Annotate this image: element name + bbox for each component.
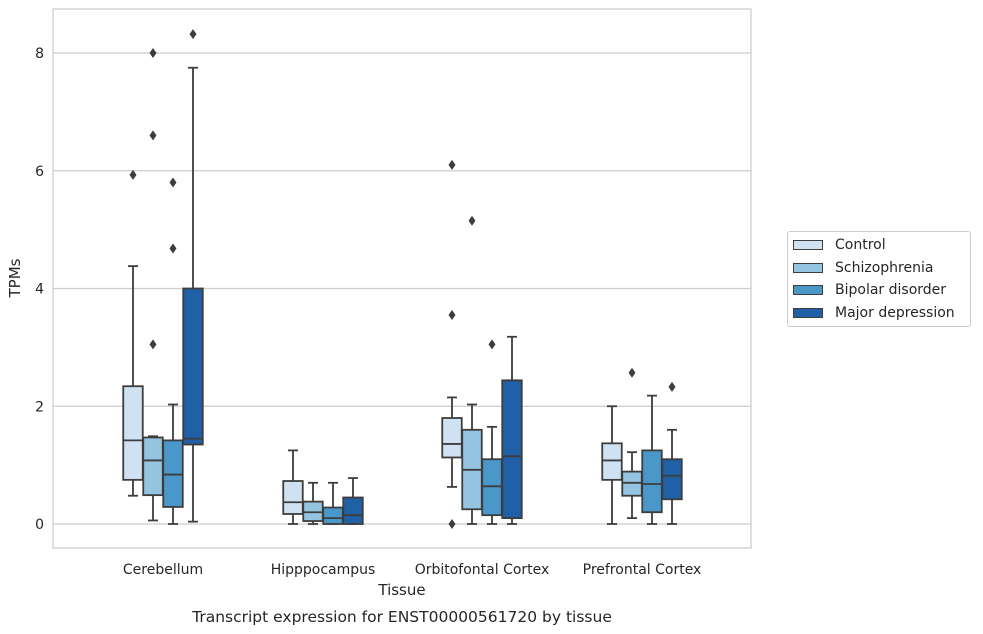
box-schizophrenia bbox=[302, 481, 324, 525]
box-schizophrenia bbox=[461, 215, 483, 525]
x-tick-label: Hipppocampus bbox=[271, 562, 376, 578]
legend-swatch-bipolar-disorder bbox=[793, 285, 823, 295]
box-control bbox=[601, 405, 623, 525]
box-major-depression bbox=[501, 335, 523, 525]
box-iqr bbox=[342, 496, 364, 525]
box-bipolar-disorder bbox=[641, 394, 663, 525]
chart-title: Transcript expression for ENST0000056172… bbox=[191, 608, 612, 626]
box-iqr bbox=[601, 442, 623, 481]
y-tick-label: 8 bbox=[35, 46, 44, 62]
y-axis-ticks: 0 2 4 6 8 bbox=[35, 46, 44, 533]
box-bipolar-disorder bbox=[162, 177, 184, 525]
legend: Control Schizophrenia Bipolar disorder M… bbox=[787, 231, 971, 327]
gridlines bbox=[53, 52, 751, 525]
outlier-point bbox=[149, 339, 157, 350]
box-control bbox=[122, 169, 144, 497]
outlier-point bbox=[448, 309, 456, 320]
legend-swatch-schizophrenia bbox=[793, 263, 823, 273]
x-tick-label: Orbitofontal Cortex bbox=[415, 562, 550, 578]
y-tick-label: 6 bbox=[35, 164, 44, 180]
legend-label-control: Control bbox=[835, 237, 886, 253]
outlier-point bbox=[169, 177, 177, 188]
box-bipolar-disorder bbox=[481, 339, 503, 525]
box-major-depression bbox=[661, 381, 683, 525]
outlier-point bbox=[468, 215, 476, 226]
legend-label-major-depression: Major depression bbox=[835, 305, 955, 321]
box-major-depression bbox=[342, 477, 364, 525]
y-tick-label: 2 bbox=[35, 399, 44, 415]
box-control bbox=[282, 449, 304, 525]
box-iqr bbox=[641, 449, 663, 514]
x-tick-label: Prefrontal Cortex bbox=[583, 562, 702, 578]
outlier-point bbox=[448, 519, 456, 529]
outlier-point bbox=[628, 367, 636, 378]
outlier-point bbox=[189, 29, 197, 40]
box-iqr bbox=[441, 417, 463, 459]
outlier-point bbox=[668, 381, 676, 392]
plot-area-border bbox=[52, 8, 752, 549]
box-schizophrenia bbox=[621, 367, 643, 520]
legend-label-bipolar-disorder: Bipolar disorder bbox=[835, 282, 947, 298]
outlier-point bbox=[129, 169, 137, 180]
box-plots bbox=[122, 29, 683, 529]
x-axis-ticks: Cerebellum Hipppocampus Orbitofontal Corte… bbox=[123, 562, 701, 578]
outlier-point bbox=[448, 159, 456, 170]
x-tick-label: Cerebellum bbox=[123, 562, 203, 578]
box-iqr bbox=[282, 480, 304, 515]
box-iqr bbox=[122, 385, 144, 481]
box-iqr bbox=[501, 379, 523, 520]
outlier-point bbox=[488, 339, 496, 350]
legend-swatch-control bbox=[793, 240, 823, 250]
legend-swatch-major-depression bbox=[793, 308, 823, 318]
box-iqr bbox=[322, 506, 344, 525]
outlier-point bbox=[169, 243, 177, 254]
legend-item-control: Control bbox=[793, 235, 886, 255]
legend-label-schizophrenia: Schizophrenia bbox=[835, 260, 934, 276]
box-major-depression bbox=[182, 29, 204, 523]
legend-item-schizophrenia: Schizophrenia bbox=[793, 258, 933, 278]
legend-item-bipolar-disorder: Bipolar disorder bbox=[793, 280, 946, 300]
box-iqr bbox=[661, 458, 683, 501]
y-tick-label: 4 bbox=[35, 282, 44, 298]
y-tick-label: 0 bbox=[35, 517, 44, 533]
box-control bbox=[441, 159, 463, 529]
box-iqr bbox=[182, 287, 204, 446]
box-bipolar-disorder bbox=[322, 481, 344, 525]
outlier-point bbox=[149, 48, 157, 58]
box-iqr bbox=[142, 436, 164, 497]
legend-item-major-depression: Major depression bbox=[793, 303, 955, 323]
box-schizophrenia bbox=[142, 48, 164, 522]
outlier-point bbox=[149, 130, 157, 141]
y-axis-label: TPMs bbox=[6, 258, 24, 298]
x-axis-label: Tissue bbox=[377, 581, 425, 599]
